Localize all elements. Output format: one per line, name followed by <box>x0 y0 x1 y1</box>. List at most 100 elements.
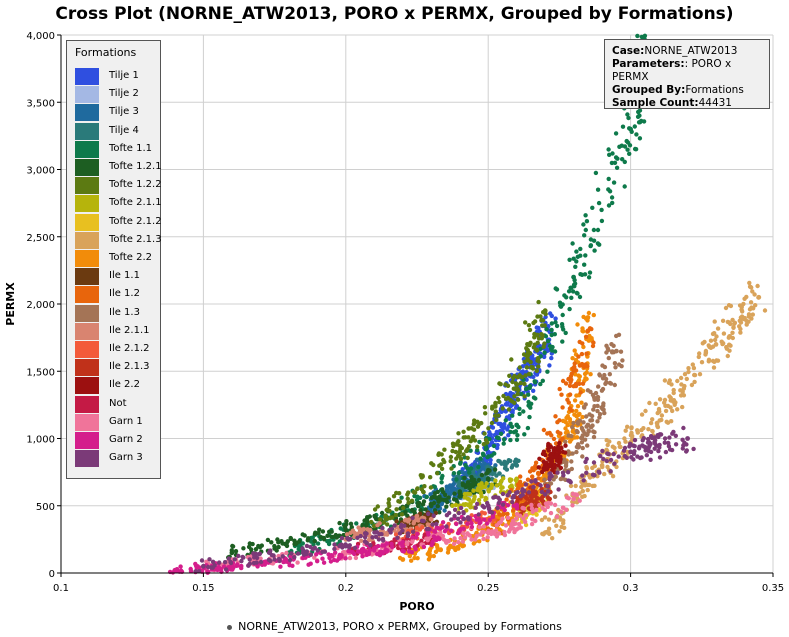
scatter-point <box>479 472 485 478</box>
scatter-point <box>620 124 626 129</box>
legend-label: Ile 2.2 <box>109 379 140 391</box>
scatter-point <box>500 502 506 507</box>
scatter-point <box>338 526 343 531</box>
scatter-point <box>421 544 427 550</box>
scatter-point <box>475 444 480 449</box>
scatter-point <box>600 406 605 412</box>
scatter-point <box>536 359 541 364</box>
data-point <box>542 530 548 535</box>
legend-swatch <box>75 432 99 449</box>
scatter-point <box>217 560 222 565</box>
scatter-point <box>524 365 530 370</box>
scatter-point <box>425 538 430 543</box>
scatter-point <box>595 408 600 414</box>
scatter-point <box>489 510 495 515</box>
scatter-point <box>538 381 543 387</box>
scatter-point <box>574 449 579 455</box>
scatter-point <box>505 503 511 508</box>
scatter-point <box>271 553 276 558</box>
scatter-point <box>616 440 622 446</box>
scatter-point <box>287 557 293 563</box>
scatter-point <box>431 513 436 518</box>
scatter-point <box>344 519 349 524</box>
scatter-point <box>749 316 754 321</box>
scatter-point <box>414 525 419 530</box>
scatter-point <box>573 483 578 489</box>
scatter-point <box>487 468 492 473</box>
scatter-point <box>607 372 612 377</box>
scatter-point <box>566 452 571 457</box>
scatter-point <box>581 428 586 434</box>
scatter-point <box>256 543 261 549</box>
legend-label: Tofte 2.1.2 <box>109 215 162 227</box>
scatter-point <box>495 505 500 511</box>
scatter-point <box>635 33 640 39</box>
scatter-point <box>577 381 582 386</box>
data-point <box>557 449 562 455</box>
legend-label: Tofte 1.1 <box>109 142 153 154</box>
scatter-point <box>375 523 380 528</box>
scatter-point <box>353 555 359 561</box>
scatter-point <box>513 429 519 434</box>
scatter-point <box>547 363 552 368</box>
legend-swatch <box>75 359 99 377</box>
scatter-point <box>308 552 314 557</box>
scatter-point <box>680 437 685 442</box>
scatter-point <box>258 556 263 561</box>
scatter-point <box>476 464 481 470</box>
scatter-point <box>548 510 554 516</box>
scatter-point <box>563 330 568 336</box>
scatter-point <box>367 548 373 553</box>
scatter-point <box>606 203 612 208</box>
scatter-point <box>604 350 609 355</box>
scatter-point <box>620 358 625 363</box>
scatter-point <box>623 428 628 433</box>
scatter-point <box>512 400 517 405</box>
legend-label: Ile 1.3 <box>109 306 140 318</box>
scatter-point <box>563 381 569 386</box>
scatter-point <box>546 448 551 453</box>
scatter-point <box>276 556 282 562</box>
scatter-point <box>374 551 380 557</box>
scatter-point <box>503 523 509 528</box>
scatter-point <box>501 441 506 446</box>
scatter-point <box>721 331 727 336</box>
scatter-point <box>697 372 703 377</box>
scatter-point <box>593 170 599 176</box>
scatter-point <box>457 490 462 496</box>
scatter-point <box>526 392 531 397</box>
scatter-point <box>588 372 593 377</box>
scatter-point <box>510 413 515 418</box>
scatter-point <box>546 339 551 344</box>
scatter-point <box>557 529 562 534</box>
scatter-point <box>348 530 353 535</box>
scatter-point <box>452 507 458 512</box>
scatter-point <box>570 491 576 497</box>
scatter-point <box>563 430 569 435</box>
data-point <box>514 463 520 468</box>
scatter-point <box>523 482 529 487</box>
legend-label: Tofte 2.2 <box>109 252 153 263</box>
scatter-point <box>432 484 437 489</box>
scatter-point <box>359 538 364 543</box>
scatter-point <box>534 325 539 330</box>
scatter-point <box>585 432 590 437</box>
scatter-point <box>574 408 579 414</box>
scatter-point <box>226 556 231 561</box>
bottom-legend-label: NORNE_ATW2013, PORO x PERMX, Grouped by … <box>238 620 562 633</box>
scatter-point <box>269 540 274 545</box>
scatter-point <box>389 541 394 547</box>
scatter-point <box>254 555 260 561</box>
scatter-point <box>557 418 562 423</box>
scatter-point <box>570 356 575 361</box>
scatter-point <box>640 443 645 448</box>
scatter-point <box>633 147 639 152</box>
scatter-point <box>583 253 588 258</box>
scatter-point <box>439 497 444 502</box>
legend-item: Ile 1.1 <box>75 268 159 286</box>
scatter-point <box>591 238 597 243</box>
scatter-point <box>606 147 611 152</box>
scatter-point <box>451 471 457 476</box>
scatter-point <box>305 538 310 543</box>
scatter-point <box>569 437 574 442</box>
